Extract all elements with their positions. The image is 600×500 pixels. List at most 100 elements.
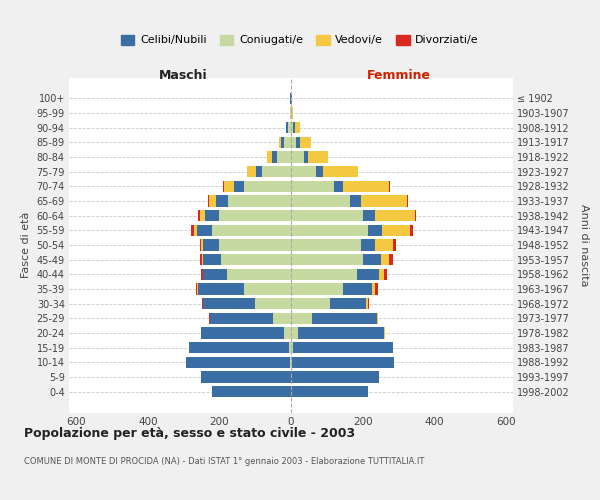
Bar <box>262 166 291 177</box>
Bar <box>247 166 256 177</box>
Bar <box>198 284 244 294</box>
Bar <box>235 180 244 192</box>
Bar <box>415 210 416 222</box>
Bar <box>209 312 210 324</box>
Bar <box>202 240 203 250</box>
Bar <box>212 224 291 236</box>
Bar <box>389 180 390 192</box>
Bar <box>407 196 408 206</box>
Text: Popolazione per età, sesso e stato civile - 2003: Popolazione per età, sesso e stato civil… <box>24 428 355 440</box>
Bar <box>291 92 292 104</box>
Bar <box>203 254 221 266</box>
Bar <box>377 312 379 324</box>
Bar <box>291 284 343 294</box>
Bar <box>229 196 291 206</box>
Bar <box>298 327 384 338</box>
Bar <box>291 152 304 163</box>
Bar <box>393 240 396 250</box>
Bar <box>256 166 262 177</box>
Bar <box>208 196 209 206</box>
Bar <box>292 356 394 368</box>
Bar <box>362 210 375 222</box>
Bar <box>375 240 393 250</box>
Bar <box>221 254 291 266</box>
Bar <box>295 122 300 134</box>
Bar <box>291 224 368 236</box>
Bar <box>272 152 277 163</box>
Text: COMUNE DI MONTE DI PROCIDA (NA) - Dati ISTAT 1° gennaio 2003 - Elaborazione TUTT: COMUNE DI MONTE DI PROCIDA (NA) - Dati I… <box>24 458 424 466</box>
Bar <box>291 210 362 222</box>
Y-axis label: Anni di nascita: Anni di nascita <box>580 204 589 286</box>
Bar <box>202 327 284 338</box>
Bar <box>291 268 357 280</box>
Bar <box>211 312 273 324</box>
Bar <box>316 166 323 177</box>
Bar <box>196 284 197 294</box>
Bar <box>273 312 291 324</box>
Bar <box>203 268 227 280</box>
Bar <box>375 284 378 294</box>
Bar <box>194 224 197 236</box>
Bar <box>313 312 377 324</box>
Bar <box>368 224 382 236</box>
Bar <box>291 196 350 206</box>
Bar <box>291 240 361 250</box>
Bar <box>209 196 216 206</box>
Bar <box>357 268 379 280</box>
Bar <box>308 152 328 163</box>
Bar <box>201 327 202 338</box>
Bar <box>384 268 387 280</box>
Bar <box>304 152 308 163</box>
Bar <box>291 371 379 382</box>
Bar <box>187 356 290 368</box>
Bar <box>267 152 272 163</box>
Text: Femmine: Femmine <box>367 70 430 82</box>
Bar <box>300 136 311 148</box>
Bar <box>200 240 202 250</box>
Bar <box>380 254 389 266</box>
Bar <box>191 224 194 236</box>
Bar <box>203 240 220 250</box>
Bar <box>198 210 200 222</box>
Bar <box>291 136 296 148</box>
Bar <box>350 196 361 206</box>
Bar <box>292 108 293 119</box>
Bar <box>286 122 288 134</box>
Legend: Celibi/Nubili, Coniugati/e, Vedovi/e, Divorziati/e: Celibi/Nubili, Coniugati/e, Vedovi/e, Di… <box>117 30 483 50</box>
Bar <box>291 342 293 353</box>
Bar <box>202 298 203 310</box>
Bar <box>343 284 371 294</box>
Bar <box>290 92 291 104</box>
Bar <box>288 122 291 134</box>
Bar <box>366 298 368 310</box>
Bar <box>200 254 202 266</box>
Bar <box>279 136 281 148</box>
Bar <box>255 298 291 310</box>
Bar <box>389 254 393 266</box>
Bar <box>216 196 229 206</box>
Bar <box>291 122 293 134</box>
Y-axis label: Fasce di età: Fasce di età <box>21 212 31 278</box>
Bar <box>323 166 358 177</box>
Bar <box>296 136 300 148</box>
Text: Maschi: Maschi <box>159 70 208 82</box>
Bar <box>334 180 343 192</box>
Bar <box>362 254 380 266</box>
Bar <box>244 284 291 294</box>
Bar <box>205 210 220 222</box>
Bar <box>223 180 224 192</box>
Bar <box>227 268 291 280</box>
Bar <box>202 371 291 382</box>
Bar <box>200 210 205 222</box>
Bar <box>202 254 203 266</box>
Bar <box>284 136 291 148</box>
Bar <box>361 240 375 250</box>
Bar <box>291 254 362 266</box>
Bar <box>220 240 291 250</box>
Bar <box>289 342 291 353</box>
Bar <box>382 224 410 236</box>
Bar <box>220 210 291 222</box>
Bar <box>244 180 291 192</box>
Bar <box>291 312 313 324</box>
Bar <box>189 342 289 353</box>
